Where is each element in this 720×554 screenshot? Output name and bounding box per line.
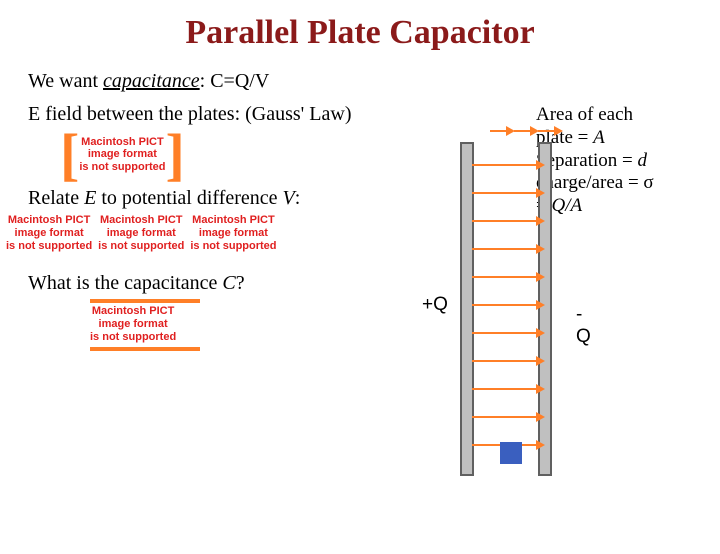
arrow-head-icon (536, 412, 545, 422)
arrow-head-icon (536, 440, 545, 450)
field-arrow-top-icon (490, 130, 506, 132)
intro-pre: We want (28, 70, 103, 92)
arrow-head-icon (536, 328, 545, 338)
cap-post: ? (236, 272, 245, 294)
cap-C: C (222, 272, 235, 294)
page-title: Parallel Plate Capacitor (0, 14, 720, 52)
pict-error-4: Macintosh PICT image format is not suppo… (190, 214, 276, 252)
intro-capacitance: capacitance (103, 70, 200, 92)
field-arrow-icon (472, 332, 536, 334)
field-arrow-icon (472, 220, 536, 222)
intro-line: We want capacitance: C=Q/V (28, 70, 720, 93)
field-arrow-icon (472, 388, 536, 390)
bracket-right-icon: ] (166, 130, 185, 179)
capacitance-equation-placeholder: Macintosh PICT image format is not suppo… (90, 299, 720, 350)
intro-post: : C=Q/V (200, 70, 270, 92)
field-arrow-top-icon (538, 130, 554, 132)
arrow-head-icon (536, 216, 545, 226)
field-arrow-icon (472, 248, 536, 250)
pict-error-5: Macintosh PICT image format is not suppo… (90, 305, 176, 343)
arrow-head-icon (554, 126, 563, 136)
plus-q-label: +Q (422, 294, 448, 316)
arrow-head-icon (536, 272, 545, 282)
field-arrow-icon (472, 304, 536, 306)
field-arrow-icon (472, 276, 536, 278)
field-arrow-icon (472, 416, 536, 418)
orange-bar-bottom-icon (90, 347, 200, 351)
orange-bar-top-icon (90, 299, 200, 303)
arrow-head-icon (536, 384, 545, 394)
field-arrow-icon (472, 192, 536, 194)
arrow-head-icon (536, 300, 545, 310)
relate-equation-row: Macintosh PICT image format is not suppo… (6, 214, 720, 252)
capacitance-question: What is the capacitance C? (28, 272, 720, 295)
arrow-head-icon (536, 188, 545, 198)
cap-pre: What is the capacitance (28, 272, 222, 294)
arrow-head-icon (536, 160, 545, 170)
field-arrow-icon (472, 360, 536, 362)
field-arrow-icon (472, 164, 536, 166)
info-area-1: Area of each (536, 104, 633, 125)
relate-pre: Relate (28, 187, 84, 209)
capacitor-diagram: +Q-Q (440, 124, 580, 514)
bracket-left-icon: [ (60, 130, 79, 179)
pict-error-2: Macintosh PICT image format is not suppo… (6, 214, 92, 252)
gaussian-surface-icon (500, 442, 522, 464)
relate-mid: to potential difference (96, 187, 282, 209)
relate-post: : (295, 187, 301, 209)
field-arrow-top-icon (514, 130, 530, 132)
arrow-head-icon (536, 356, 545, 366)
relate-V: V (283, 187, 295, 209)
pict-error-3: Macintosh PICT image format is not suppo… (98, 214, 184, 252)
minus-q-label: -Q (576, 304, 591, 348)
relate-E: E (84, 187, 96, 209)
arrow-head-icon (536, 244, 545, 254)
pict-error-1: Macintosh PICT image format is not suppo… (79, 136, 165, 174)
